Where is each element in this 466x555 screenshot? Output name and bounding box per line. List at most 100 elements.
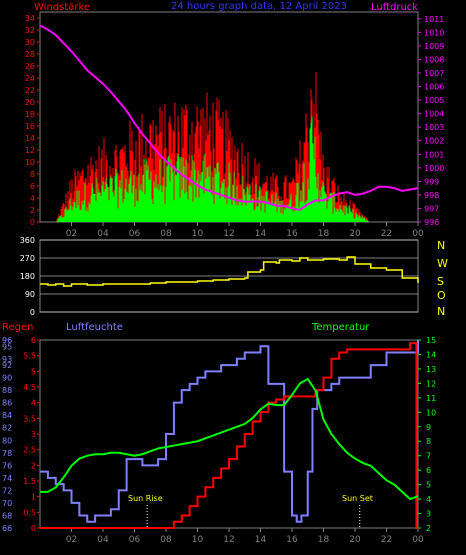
humidity-y-tick-label: 95 bbox=[2, 342, 12, 351]
wind-x-tick-label: 10 bbox=[192, 229, 204, 239]
humidity-axis-title: Luftfeuchte bbox=[66, 322, 123, 333]
wind-direction-line bbox=[40, 256, 419, 287]
humidity-x-tick-label: 00 bbox=[412, 535, 424, 545]
wind-y-tick-label: 26 bbox=[25, 62, 35, 71]
wind-y-tick-label: 24 bbox=[25, 74, 35, 83]
wind-x-tick-label: 02 bbox=[66, 229, 77, 239]
temperature-y-tick-label: 9 bbox=[426, 423, 431, 432]
pressure-y-tick-label: 1010 bbox=[424, 28, 444, 37]
temperature-y-tick-label: 7 bbox=[426, 452, 431, 461]
wind-x-tick-label: 22 bbox=[381, 229, 392, 239]
wind-y-tick-label: 28 bbox=[25, 50, 35, 59]
humidity-y-tick-label: 96 bbox=[2, 336, 12, 345]
humidity-y-tick-label: 80 bbox=[2, 436, 12, 445]
humidity-x-tick-label: 06 bbox=[129, 535, 141, 545]
wind-x-tick-label: 20 bbox=[349, 229, 361, 239]
direction-label-o: O bbox=[437, 289, 446, 302]
temperature-y-tick-label: 4 bbox=[426, 495, 431, 504]
direction-label-w: W bbox=[437, 257, 448, 270]
direction-y-tick-label: 90 bbox=[25, 290, 35, 299]
temperature-y-tick-label: 14 bbox=[426, 350, 436, 359]
humidity-y-tick-label: 74 bbox=[2, 474, 12, 483]
wind-x-tick-label: 12 bbox=[223, 229, 234, 239]
sunset-label: Sun Set bbox=[342, 494, 373, 503]
pressure-y-tick-label: 1000 bbox=[424, 164, 444, 173]
rain-y-tick-label: 2.5 bbox=[23, 446, 36, 455]
rain-axis-title: Regen bbox=[2, 322, 34, 333]
temperature-y-tick-label: 10 bbox=[426, 408, 436, 417]
wind-y-tick-label: 0 bbox=[30, 218, 35, 227]
pressure-y-tick-label: 1002 bbox=[424, 137, 444, 146]
humidity-x-tick-label: 14 bbox=[255, 535, 267, 545]
rain-y-tick-label: 6 bbox=[31, 336, 36, 345]
wind-x-tick-label: 18 bbox=[318, 229, 330, 239]
rain-y-tick-label: 4.5 bbox=[23, 383, 36, 392]
humidity-y-tick-label: 68 bbox=[2, 511, 12, 520]
temperature-y-tick-label: 11 bbox=[426, 394, 436, 403]
wind-x-tick-label: 06 bbox=[129, 229, 141, 239]
humidity-y-tick-label: 72 bbox=[2, 486, 12, 495]
rain-y-tick-label: 3.5 bbox=[23, 414, 36, 423]
wind-x-tick-label: 14 bbox=[255, 229, 267, 239]
direction-y-tick-label: 360 bbox=[20, 236, 35, 245]
wind-y-tick-label: 18 bbox=[25, 110, 35, 119]
temperature-y-tick-label: 2 bbox=[426, 524, 431, 533]
wind-y-tick-label: 8 bbox=[30, 170, 35, 179]
temperature-y-tick-label: 12 bbox=[426, 379, 436, 388]
pressure-y-tick-label: 1003 bbox=[424, 123, 444, 132]
pressure-y-tick-label: 996 bbox=[424, 218, 439, 227]
chart-title: 24 hours graph data, 12 April 2023 bbox=[171, 1, 347, 12]
pressure-y-tick-label: 1006 bbox=[424, 83, 444, 92]
humidity-y-tick-label: 90 bbox=[2, 374, 12, 383]
rain-y-tick-label: 5.5 bbox=[23, 352, 36, 361]
humidity-y-tick-label: 84 bbox=[2, 411, 12, 420]
wind-x-tick-label: 16 bbox=[286, 229, 298, 239]
temperature-line bbox=[40, 377, 419, 501]
pressure-y-tick-label: 1011 bbox=[424, 15, 444, 24]
sunrise-label: Sun Rise bbox=[128, 494, 163, 503]
direction-y-tick-label: 0 bbox=[30, 308, 35, 317]
pressure-y-tick-label: 1001 bbox=[424, 150, 444, 159]
pressure-y-tick-label: 1005 bbox=[424, 96, 444, 105]
wind-y-tick-label: 30 bbox=[25, 38, 35, 47]
temperature-y-tick-label: 3 bbox=[426, 510, 431, 519]
humidity-y-tick-label: 92 bbox=[2, 361, 12, 370]
wind-y-tick-label: 12 bbox=[25, 146, 35, 155]
temperature-y-tick-label: 5 bbox=[426, 481, 431, 490]
rain-line bbox=[40, 342, 418, 529]
direction-label-n-bottom: N bbox=[437, 305, 445, 318]
temperature-axis-title: Temperatur bbox=[311, 322, 370, 333]
humidity-y-tick-label: 76 bbox=[2, 461, 12, 470]
temperature-y-tick-label: 13 bbox=[426, 365, 436, 374]
wind-y-tick-label: 2 bbox=[30, 206, 35, 215]
wind-y-tick-label: 22 bbox=[25, 86, 35, 95]
pressure-y-tick-label: 1004 bbox=[424, 110, 444, 119]
pressure-y-tick-label: 997 bbox=[424, 204, 439, 213]
wind-y-tick-label: 10 bbox=[25, 158, 35, 167]
rain-y-tick-label: 0 bbox=[31, 524, 36, 533]
pressure-y-tick-label: 998 bbox=[424, 191, 439, 200]
wind-y-tick-label: 34 bbox=[25, 14, 35, 23]
rain-y-tick-label: 3 bbox=[31, 430, 36, 439]
rain-y-tick-label: 1.5 bbox=[23, 477, 36, 486]
rain-y-tick-label: 2 bbox=[31, 461, 36, 470]
humidity-x-tick-label: 02 bbox=[66, 535, 77, 545]
wind-y-tick-label: 32 bbox=[25, 26, 35, 35]
humidity-y-tick-label: 82 bbox=[2, 424, 12, 433]
pressure-y-tick-label: 1009 bbox=[424, 42, 444, 51]
humidity-y-tick-label: 88 bbox=[2, 386, 12, 395]
wind-y-tick-label: 6 bbox=[30, 182, 35, 191]
temperature-y-tick-label: 8 bbox=[426, 437, 431, 446]
pressure-y-tick-label: 1007 bbox=[424, 69, 444, 78]
humidity-x-tick-label: 22 bbox=[381, 535, 392, 545]
humidity-x-tick-label: 08 bbox=[160, 535, 172, 545]
wind-x-tick-label: 04 bbox=[97, 229, 109, 239]
pressure-y-tick-label: 999 bbox=[424, 177, 439, 186]
wind-y-tick-label: 20 bbox=[25, 98, 35, 107]
humidity-x-tick-label: 18 bbox=[318, 535, 330, 545]
wind-y-tick-label: 4 bbox=[30, 194, 35, 203]
humidity-x-tick-label: 10 bbox=[192, 535, 204, 545]
humidity-y-tick-label: 86 bbox=[2, 399, 12, 408]
rain-y-tick-label: 4 bbox=[31, 399, 36, 408]
